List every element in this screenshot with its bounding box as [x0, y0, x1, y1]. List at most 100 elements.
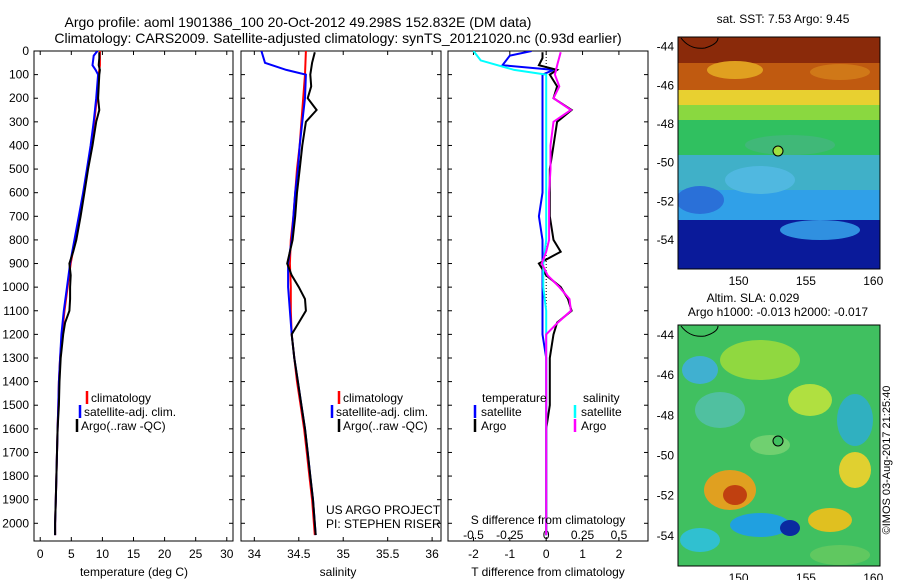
- sla-map-coastline: [680, 325, 719, 337]
- legend-label-satellite: satellite-adj. clim.: [336, 405, 428, 419]
- legend-label-climatology: climatology: [343, 391, 403, 405]
- map-y-tick-label: -46: [657, 78, 675, 92]
- y-tick-label: 1700: [2, 445, 29, 459]
- x-tick-label: 35: [337, 547, 351, 561]
- map-x-tick-label: 150: [729, 571, 749, 580]
- map-y-tick-label: -46: [657, 368, 675, 382]
- x2-tick-label: -0.5: [463, 528, 484, 542]
- pi-label: PI: STEPHEN RISER: [326, 517, 441, 531]
- x-tick-label: 34.5: [287, 547, 311, 561]
- y-tick-label: 800: [9, 233, 29, 247]
- x-tick-label: 34: [248, 547, 262, 561]
- y-tick-label: 900: [9, 257, 29, 271]
- x-tick-label: 2: [616, 547, 623, 561]
- x-tick-label: 15: [127, 547, 141, 561]
- x2-tick-label: -0.25: [496, 528, 524, 542]
- project-label: US ARGO PROJECT: [326, 503, 441, 517]
- credit-label: ©IMOS 03-Aug-2017 21:25:40: [881, 386, 893, 535]
- legend-label-argo: Argo(..raw -QC): [81, 419, 166, 433]
- y-tick-label: 1200: [2, 327, 29, 341]
- map-y-tick-label: -48: [657, 408, 675, 422]
- y-tick-label: 1600: [2, 422, 29, 436]
- map-x-tick-label: 160: [863, 274, 883, 288]
- map-y-tick-label: -48: [657, 117, 675, 131]
- figure-title-line2: Climatology: CARS2009. Satellite-adjuste…: [54, 30, 621, 46]
- difference-plot-frame: [447, 50, 649, 542]
- x-tick-label: -1: [504, 547, 515, 561]
- map-y-tick-label: -44: [657, 328, 675, 342]
- salinity-legend: climatology satellite-adj. clim. Argo(..…: [330, 391, 428, 433]
- legend-title-temperature: temperature: [482, 391, 547, 405]
- x-tick-label: 20: [158, 547, 172, 561]
- axes-layer: 0100200300400500600700800900100011001200…: [2, 40, 883, 580]
- legend-label-satellite: satellite-adj. clim.: [84, 405, 176, 419]
- y-tick-label: 2000: [2, 516, 29, 530]
- y-tick-label: 1000: [2, 280, 29, 294]
- x-tick-label: 0: [37, 547, 44, 561]
- map-x-tick-label: 155: [796, 571, 816, 580]
- sla-map-subtitle: Argo h1000: -0.013 h2000: -0.017: [688, 305, 868, 319]
- series-layer: [54, 51, 574, 536]
- x-tick-label: 30: [220, 547, 234, 561]
- map-y-tick-label: -52: [657, 489, 675, 503]
- y-tick-label: 1400: [2, 375, 29, 389]
- legend-label-climatology: climatology: [91, 391, 151, 405]
- y-tick-label: 1800: [2, 469, 29, 483]
- sla-map-title: Altim. SLA: 0.029: [707, 291, 800, 305]
- series-line-salinity-argo: [540, 51, 573, 536]
- difference-x2label: S difference from climatology: [471, 513, 626, 527]
- map-x-tick-label: 150: [729, 274, 749, 288]
- map-y-tick-label: -54: [657, 529, 675, 543]
- salinity-xlabel: salinity: [320, 565, 357, 579]
- difference-legend: temperature salinity satellite Argo sate…: [473, 391, 622, 433]
- y-tick-label: 0: [22, 44, 29, 58]
- legend-label-argo: Argo(..raw -QC): [343, 419, 428, 433]
- map-y-tick-label: -50: [657, 449, 675, 463]
- legend-label-sal-satellite: satellite: [581, 405, 622, 419]
- y-tick-label: 200: [9, 91, 29, 105]
- x-tick-label: 5: [68, 547, 75, 561]
- x2-tick-label: 0.25: [571, 528, 595, 542]
- y-tick-label: 700: [9, 209, 29, 223]
- y-tick-label: 400: [9, 138, 29, 152]
- sst-argo-marker: [772, 145, 784, 157]
- x-tick-label: 25: [189, 547, 203, 561]
- legend-label-temp-argo: Argo: [481, 419, 507, 433]
- map-y-tick-label: -54: [657, 233, 675, 247]
- x2-tick-label: 0.5: [611, 528, 628, 542]
- salinity-plot-frame: [240, 50, 442, 542]
- map-x-tick-label: 160: [863, 571, 883, 580]
- x-tick-label: 10: [96, 547, 110, 561]
- difference-xlabel: T difference from climatology: [471, 565, 625, 579]
- x-tick-label: 35.5: [376, 547, 400, 561]
- sst-map-coastline: [680, 37, 719, 49]
- legend-label-temp-satellite: satellite: [481, 405, 522, 419]
- figure-title-line1: Argo profile: aoml 1901386_100 20-Oct-20…: [65, 14, 532, 30]
- temperature-legend: climatology satellite-adj. clim. Argo(..…: [75, 391, 176, 433]
- map-y-tick-label: -50: [657, 156, 675, 170]
- sla-argo-marker: [772, 435, 784, 447]
- legend-title-salinity: salinity: [583, 391, 620, 405]
- legend-label-sal-argo: Argo: [581, 419, 607, 433]
- temperature-plot-frame: [33, 50, 234, 542]
- sst-map-frame: [677, 36, 881, 270]
- temperature-xlabel: temperature (deg C): [80, 565, 188, 579]
- y-tick-label: 500: [9, 162, 29, 176]
- x-tick-label: 0: [543, 547, 550, 561]
- y-tick-label: 1500: [2, 398, 29, 412]
- y-tick-label: 300: [9, 115, 29, 129]
- map-y-tick-label: -44: [657, 40, 675, 54]
- x-tick-label: -2: [468, 547, 479, 561]
- y-tick-label: 1100: [3, 304, 29, 318]
- x-tick-label: 36: [425, 547, 439, 561]
- series-line-argo-raw-qc: [54, 52, 101, 536]
- y-tick-label: 600: [9, 186, 29, 200]
- series-line-argo-raw-qc: [286, 51, 318, 536]
- sst-map-image: [678, 37, 880, 269]
- sla-map-frame: [677, 324, 881, 567]
- y-tick-label: 100: [9, 68, 29, 82]
- y-tick-label: 1900: [2, 493, 29, 507]
- x-tick-label: 1: [579, 547, 586, 561]
- sst-map-title: sat. SST: 7.53 Argo: 9.45: [717, 12, 850, 26]
